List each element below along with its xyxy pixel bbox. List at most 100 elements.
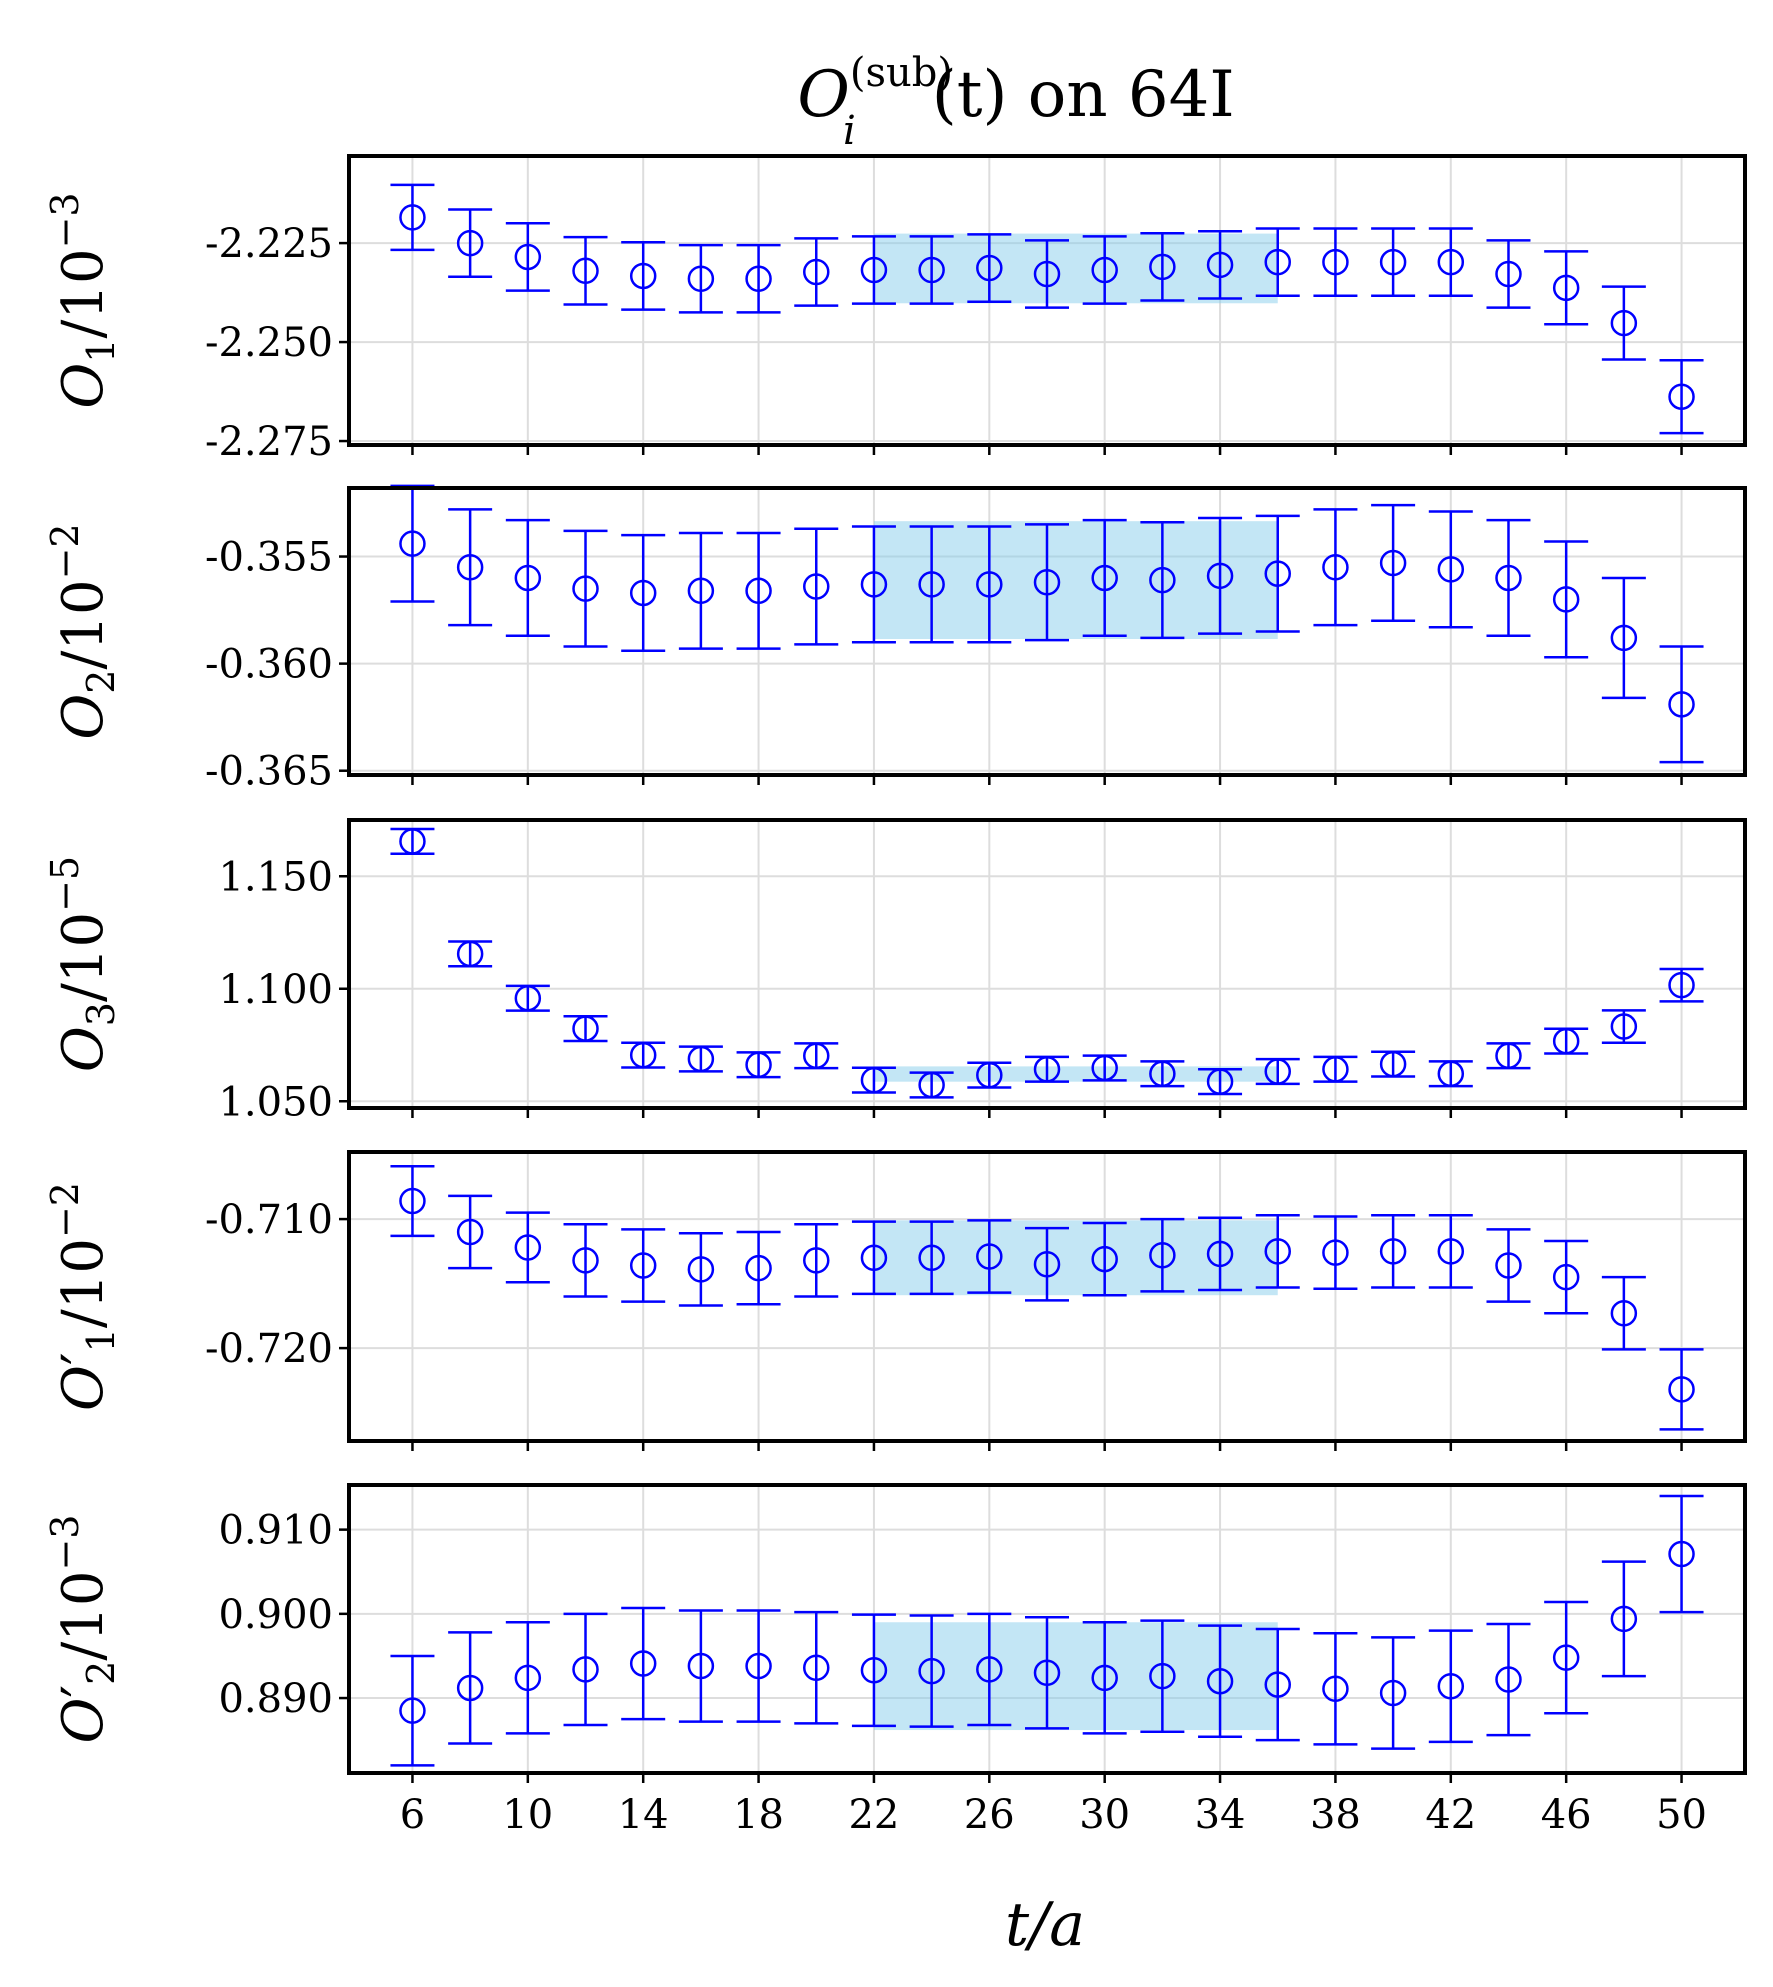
data-point bbox=[967, 1219, 1012, 1294]
data-point bbox=[1601, 1009, 1646, 1044]
data-point bbox=[1486, 1622, 1531, 1737]
ylabel-sub: 2 bbox=[79, 670, 123, 694]
marker bbox=[1264, 1238, 1291, 1265]
marker bbox=[1033, 1056, 1061, 1083]
marker bbox=[456, 229, 484, 257]
x-tick-label: 34 bbox=[1195, 1792, 1246, 1838]
panels: -2.225-2.250-2.275O1/10−3-0.355-0.360-0.… bbox=[43, 154, 1747, 1783]
data-point bbox=[851, 1613, 896, 1728]
data-point bbox=[1025, 1615, 1069, 1730]
marker bbox=[1495, 1042, 1522, 1070]
data-point bbox=[1428, 1060, 1473, 1088]
y-tick-label: 1.100 bbox=[218, 967, 333, 1013]
ylabel-prime: ′ bbox=[51, 1352, 116, 1365]
data-point bbox=[1313, 1055, 1358, 1083]
data-point bbox=[1025, 239, 1069, 309]
fit-band bbox=[873, 1622, 1278, 1731]
panel-frame bbox=[347, 1483, 1747, 1775]
data-point bbox=[390, 827, 435, 855]
data-point bbox=[1371, 1050, 1416, 1078]
data-point bbox=[1601, 1275, 1646, 1351]
x-tick-label: 10 bbox=[502, 1792, 553, 1838]
data-point bbox=[563, 529, 608, 648]
marker bbox=[803, 1042, 830, 1070]
data-point bbox=[505, 1211, 550, 1284]
data-point bbox=[1486, 1228, 1531, 1303]
data-point bbox=[390, 183, 435, 252]
data-point bbox=[851, 525, 896, 644]
marker bbox=[687, 577, 715, 605]
data-point bbox=[1140, 521, 1185, 640]
marker bbox=[1033, 260, 1061, 288]
data-point bbox=[1082, 1221, 1127, 1297]
data-point bbox=[448, 940, 493, 968]
marker bbox=[860, 571, 888, 598]
panel-1: -2.225 -2.250 -2.275 O1/10−3 bbox=[43, 154, 1747, 465]
data-point bbox=[794, 1223, 839, 1298]
y-tick-label: -0.720 bbox=[205, 1326, 333, 1372]
title-sub: i bbox=[843, 108, 856, 154]
fit-band bbox=[873, 233, 1278, 304]
data-point bbox=[1313, 1215, 1358, 1291]
data-point bbox=[1140, 1619, 1185, 1733]
y-tick-label: -0.710 bbox=[205, 1197, 333, 1243]
data-point bbox=[678, 1609, 723, 1723]
marker bbox=[1552, 1263, 1580, 1291]
marker bbox=[572, 1015, 599, 1042]
marker bbox=[1379, 1238, 1407, 1265]
data-point bbox=[1255, 227, 1300, 297]
data-point bbox=[909, 1614, 954, 1728]
data-point bbox=[1082, 1054, 1127, 1082]
marker bbox=[860, 1657, 888, 1684]
data-point bbox=[851, 235, 896, 305]
ylabel-base: O bbox=[51, 1698, 116, 1744]
data-point bbox=[621, 1041, 666, 1069]
y-tick-label: -0.360 bbox=[205, 642, 333, 688]
marker bbox=[687, 1045, 715, 1073]
marker bbox=[1437, 248, 1465, 276]
y-tick-label: 1.050 bbox=[218, 1079, 333, 1125]
data-point bbox=[390, 1164, 435, 1238]
marker bbox=[1610, 309, 1638, 337]
data-point bbox=[909, 525, 954, 644]
data-point bbox=[621, 533, 666, 653]
data-point bbox=[563, 1612, 608, 1727]
marker bbox=[1091, 1054, 1118, 1082]
marker bbox=[1495, 564, 1522, 592]
marker bbox=[1552, 1644, 1580, 1671]
data-point bbox=[1428, 227, 1473, 297]
marker bbox=[1552, 1027, 1580, 1055]
marker bbox=[1668, 971, 1695, 999]
marker bbox=[456, 940, 484, 968]
marker bbox=[1610, 1605, 1638, 1633]
panel-frame bbox=[347, 1150, 1747, 1443]
data-point bbox=[1428, 510, 1473, 629]
marker bbox=[1322, 1239, 1349, 1266]
ylabel-exponent: −2 bbox=[43, 523, 87, 579]
marker bbox=[1495, 1666, 1522, 1693]
y-tick-label: -2.225 bbox=[205, 221, 333, 267]
y-axis-label: O2/10−2 bbox=[43, 523, 123, 739]
panel-4: -0.710 -0.720 O′1/10−2 bbox=[43, 1150, 1747, 1451]
marker bbox=[1033, 1659, 1061, 1687]
marker bbox=[860, 1066, 888, 1094]
panel-2: -0.355 -0.360 -0.365 O2/10−2 bbox=[43, 484, 1747, 795]
marker bbox=[745, 265, 772, 292]
marker bbox=[1552, 586, 1580, 613]
data-point bbox=[1371, 503, 1416, 623]
data-point bbox=[1140, 231, 1185, 302]
marker bbox=[1610, 624, 1638, 652]
data-point bbox=[909, 1220, 954, 1296]
marker bbox=[1091, 1245, 1118, 1273]
marker bbox=[629, 579, 657, 607]
marker bbox=[1437, 1060, 1465, 1088]
data-point bbox=[1544, 1239, 1589, 1315]
marker bbox=[572, 1656, 599, 1683]
y-tick-label: 0.910 bbox=[218, 1508, 333, 1554]
ylabel-scale: /10 bbox=[51, 579, 116, 669]
marker bbox=[572, 257, 599, 285]
marker bbox=[1322, 1056, 1349, 1083]
data-point bbox=[794, 1610, 839, 1725]
data-point bbox=[1428, 1629, 1473, 1744]
marker bbox=[514, 1234, 542, 1261]
